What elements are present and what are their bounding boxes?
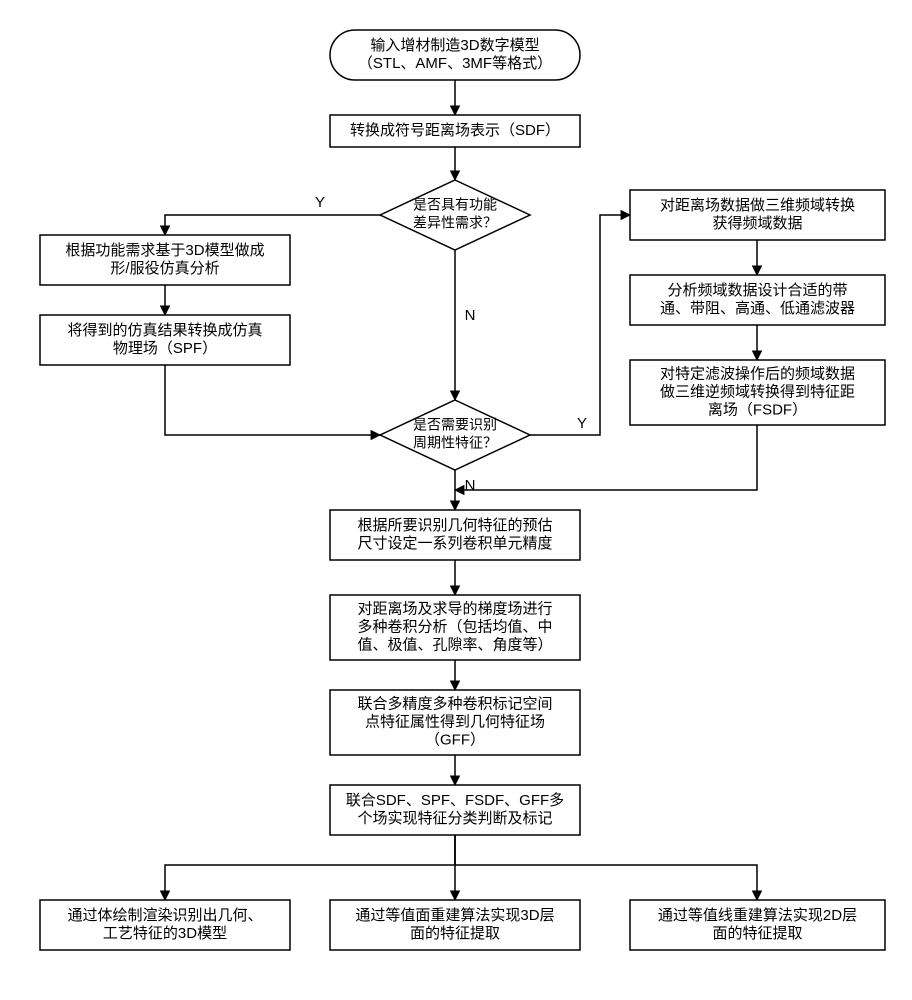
- node-text: 差异性需求？: [413, 215, 497, 231]
- edge: [530, 215, 630, 435]
- node-text: 转换成符号距离场表示（SDF）: [350, 122, 560, 139]
- node-text: 获得频域数据: [712, 215, 802, 232]
- node-text: 面的特征提取: [410, 925, 500, 942]
- node-text: 通过等值面重建算法实现3D层: [355, 906, 554, 924]
- node-text: 是否需要识别: [413, 417, 497, 433]
- node-text: 通过体绘制渲染识别出几何、: [67, 907, 262, 924]
- node-text: 联合SDF、SPF、FSDF、GFF多: [346, 792, 564, 809]
- node-text: （GFF）: [425, 731, 485, 748]
- node-text: 形/服役仿真分析: [110, 259, 219, 277]
- edge: [165, 215, 380, 235]
- node-text: 周期性特征？: [413, 435, 497, 451]
- node-text: 面的特征提取: [712, 925, 802, 942]
- edge-label: N: [465, 477, 476, 494]
- node-text: 对距离场及求导的梯度场进行: [357, 600, 552, 617]
- flowchart-svg: Y N Y N 输入增材制造3D数字模型（STL、AMF、3MF等格式） 转换成符号距离场…: [20, 20, 892, 980]
- node-text: 根据所要识别几何特征的预估: [357, 517, 552, 534]
- node-text: 对特定滤波操作后的频域数据: [660, 365, 855, 382]
- node-text: 工艺特征的3D模型: [103, 925, 227, 942]
- edge-label: Y: [577, 415, 587, 432]
- node-text: 通过等值线重建算法实现2D层: [658, 906, 857, 924]
- node-text: 是否具有功能: [413, 197, 497, 213]
- node-text: 对距离场数据做三维频域转换: [660, 197, 855, 214]
- node-text: （STL、AMF、3MF等格式）: [358, 54, 552, 72]
- node-text: 通、带阻、高通、低通滤波器: [660, 300, 855, 317]
- node-text: 分析频域数据设计合适的带: [667, 282, 847, 299]
- edge: [455, 835, 757, 900]
- node-text: 尺寸设定一系列卷积单元精度: [357, 535, 552, 552]
- node-text: 物理场（SPF）: [113, 340, 217, 357]
- edge: [165, 835, 455, 900]
- node-text: 输入增材制造3D数字模型: [370, 37, 539, 54]
- edge-label: N: [465, 307, 476, 324]
- node-text: 值、极值、孔隙率、角度等）: [357, 635, 552, 653]
- node-text: 根据功能需求基于3D模型做成: [65, 242, 264, 259]
- node-text: 个场实现特征分类判断及标记: [357, 810, 552, 827]
- node-text: 多种卷积分析（包括均值、中: [357, 618, 552, 635]
- edge: [165, 365, 380, 435]
- node-text: 点特征属性得到几何特征场: [365, 713, 545, 730]
- node-text: 联合多精度多种卷积标记空间: [357, 695, 552, 712]
- node-text: 离场（FSDF）: [708, 401, 807, 418]
- node-text: 将得到的仿真结果转换成仿真: [67, 321, 262, 339]
- edge-label: Y: [315, 194, 325, 211]
- node-text: 做三维逆频域转换得到特征距: [660, 383, 855, 400]
